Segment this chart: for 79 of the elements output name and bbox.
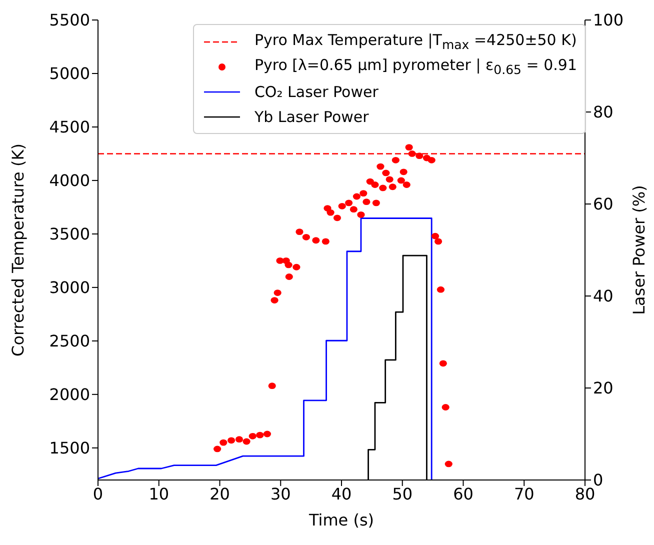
point <box>268 382 276 390</box>
x-tick-label: 70 <box>514 484 534 504</box>
y-tick-label: 2000 <box>49 385 90 404</box>
y2-tick-label: 40 <box>593 286 614 306</box>
point <box>302 234 310 240</box>
x-tick-label: 10 <box>148 484 170 504</box>
y2-tick-label: 60 <box>593 194 614 214</box>
y-tick-label: 4000 <box>49 171 90 190</box>
point <box>405 144 413 150</box>
x-tick-label: 0 <box>92 484 104 504</box>
y-tick-label: 5000 <box>49 64 90 84</box>
point <box>270 297 278 304</box>
x-tick-label: 30 <box>270 484 291 504</box>
y-tick-label: 2500 <box>49 332 90 351</box>
point <box>350 206 358 213</box>
point <box>248 432 256 440</box>
point <box>400 168 408 176</box>
point <box>402 182 410 188</box>
point <box>312 237 320 244</box>
point <box>444 460 452 468</box>
legend-label: Pyro [λ=0.65 µm] pyrometer | ε$_{0.65}$ = 0.91 <box>254 56 577 77</box>
point <box>220 439 228 446</box>
point <box>431 232 440 240</box>
y-axis-title: Corrected Temperature (K) <box>8 144 28 356</box>
point <box>338 202 346 210</box>
y2-tick-label: 100 <box>593 10 624 30</box>
point <box>263 430 272 438</box>
point <box>357 212 365 218</box>
x-tick-label: 60 <box>453 484 474 504</box>
point <box>397 177 405 184</box>
point <box>274 290 282 296</box>
point <box>292 264 300 270</box>
point <box>362 198 370 206</box>
point <box>333 214 342 222</box>
point <box>352 193 361 200</box>
point <box>296 228 304 236</box>
point <box>371 182 379 188</box>
point <box>235 436 244 443</box>
point <box>434 238 442 245</box>
y-tick-label: 1500 <box>49 438 90 458</box>
point <box>282 258 290 264</box>
y-tick-label: 3000 <box>49 278 90 298</box>
y2-tick-label: 20 <box>593 378 614 398</box>
point <box>372 200 380 206</box>
y-tick-label: 5500 <box>49 10 90 30</box>
point <box>322 238 330 245</box>
point <box>379 184 387 192</box>
point <box>408 150 416 157</box>
x-tick-label: 20 <box>210 484 230 504</box>
point <box>376 163 384 170</box>
point <box>256 432 264 438</box>
point <box>345 200 353 206</box>
legend-label: Yb Laser Power <box>254 108 369 126</box>
point <box>388 184 396 190</box>
x-axis-title: Time (s) <box>308 510 374 530</box>
y-tick-label: 3500 <box>49 224 90 244</box>
point <box>285 274 293 280</box>
point <box>439 360 447 367</box>
point <box>436 286 445 293</box>
point <box>360 190 368 196</box>
point <box>442 404 450 410</box>
y2-tick-label: 80 <box>593 102 614 122</box>
point <box>214 446 222 452</box>
x-tick-label: 50 <box>392 484 413 504</box>
y2-tick-label: 0 <box>593 470 604 490</box>
y2-axis-title: Laser Power (%) <box>630 185 649 315</box>
legend-label: CO₂ Laser Power <box>254 82 378 100</box>
point <box>428 156 436 164</box>
point <box>242 438 250 445</box>
point <box>416 152 424 160</box>
point <box>326 209 334 216</box>
legend-label: Pyro Max Temperature |T$_{max}$ =4250±50 K) <box>254 31 577 52</box>
x-tick-label: 80 <box>574 484 596 504</box>
point <box>382 170 390 176</box>
point <box>386 176 394 183</box>
y-tick-label: 4500 <box>49 118 90 137</box>
point <box>392 156 400 164</box>
point <box>228 437 236 444</box>
x-tick-label: 40 <box>331 484 352 504</box>
